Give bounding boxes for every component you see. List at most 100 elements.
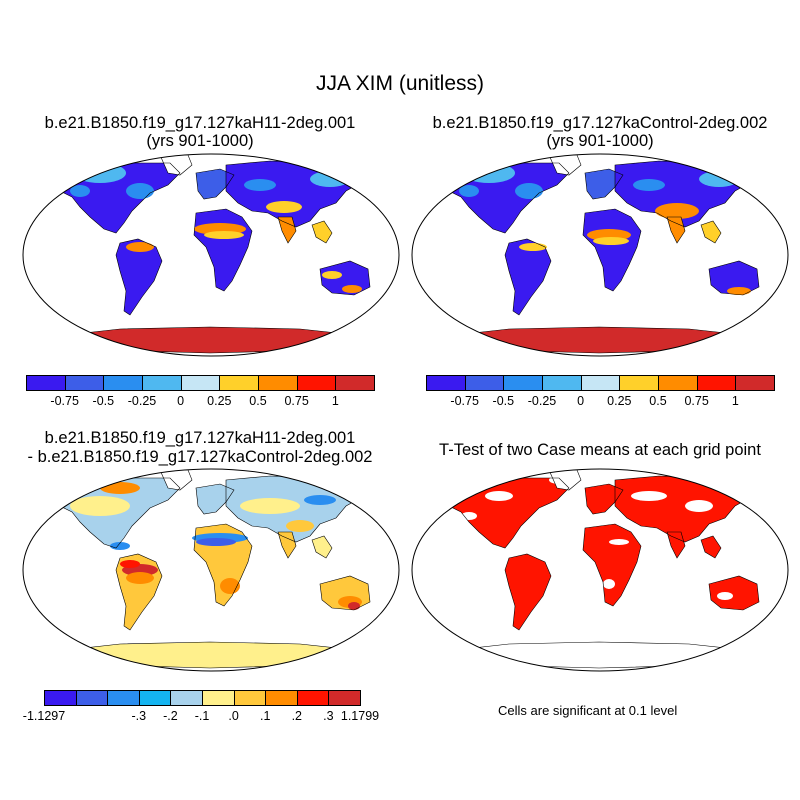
- field-patch: [593, 237, 629, 245]
- land-region: [505, 554, 551, 630]
- field-patch: [100, 482, 140, 494]
- land-region: [437, 327, 763, 353]
- colorbar-tick-label: 0.5: [649, 394, 667, 408]
- field-patch: [54, 480, 86, 492]
- land-region: [160, 155, 192, 175]
- field-patch: [240, 498, 300, 514]
- colorbar-tick-label: -0.75: [450, 394, 479, 408]
- coastline: [319, 260, 371, 296]
- panel3-colorbar: -1.1297 -.3 -.2 -.1 .0 .1 .2 .3 1.1799: [23, 690, 379, 730]
- colorbar-swatch: [328, 690, 361, 706]
- colorbar-swatch: [296, 690, 330, 706]
- colorbar-swatch: [542, 375, 582, 391]
- land-region: [667, 217, 685, 243]
- colorbar-tick-label: .1: [259, 709, 271, 723]
- colorbar-swatch: [258, 375, 298, 391]
- colorbar-swatch: [44, 690, 77, 706]
- coastline: [708, 575, 760, 611]
- coastline: [277, 531, 297, 559]
- panel3-title: b.e21.B1850.f19_g17.127kaH11-2deg.001: [44, 429, 356, 447]
- field-patch: [699, 171, 739, 187]
- field-patch: [126, 572, 154, 584]
- field-patch: [120, 560, 140, 568]
- land-region: [48, 642, 374, 668]
- land-region: [196, 484, 234, 514]
- panel2-map: [411, 153, 789, 357]
- field-patch: [70, 496, 130, 516]
- figure-title: JJA XIM (unitless): [315, 72, 485, 95]
- field-patch: [322, 271, 342, 279]
- colorbar-tick-label: 0.5: [249, 394, 267, 408]
- colorbar-tick-label: 1: [731, 394, 739, 408]
- field-patch: [70, 185, 90, 197]
- field-patch: [126, 183, 154, 199]
- map-frame: [411, 153, 789, 357]
- land-region: [583, 209, 641, 291]
- field-patch: [519, 243, 547, 251]
- field-patch: [110, 542, 130, 550]
- coastline: [582, 523, 642, 607]
- colorbar-tick-label: -0.25: [527, 394, 557, 408]
- colorbar-tick-label: 0: [577, 394, 585, 408]
- field-patch: [655, 203, 699, 219]
- panel4-title: T-Test of two Case means at each grid po…: [439, 441, 761, 459]
- coastline: [504, 238, 552, 316]
- land-region: [585, 169, 623, 199]
- panel2-title: b.e21.B1850.f19_g17.127kaControl-2deg.00…: [432, 114, 768, 132]
- coastline: [700, 535, 722, 559]
- colorbar-swatch: [75, 690, 109, 706]
- colorbar-tick-label: .0: [228, 709, 239, 723]
- colorbar-swatch: [265, 690, 298, 706]
- colorbar-swatch: [107, 690, 140, 706]
- colorbar-tick-label: 0: [177, 394, 185, 408]
- map-frame: [411, 468, 789, 672]
- colorbar-swatch: [138, 690, 172, 706]
- panel1-subtitle: (yrs 901-1000): [146, 132, 254, 150]
- field-patch: [310, 171, 350, 187]
- colorbar-tick-label: -0.5: [92, 394, 115, 408]
- field-patch: [609, 539, 629, 545]
- field-patch: [633, 179, 665, 191]
- field-patch: [126, 242, 154, 252]
- colorbar-tick-label: -0.25: [127, 394, 157, 408]
- coastline: [277, 216, 297, 244]
- field-patch: [304, 495, 336, 505]
- field-patch: [459, 185, 479, 197]
- colorbar-tick-label: 1.1799: [340, 709, 380, 723]
- field-patch: [266, 201, 302, 213]
- coastline: [311, 220, 333, 244]
- field-patch: [461, 512, 477, 520]
- colorbar-swatch: [202, 690, 235, 706]
- land-region: [439, 478, 569, 548]
- coastline: [193, 523, 253, 607]
- land-region: [278, 532, 296, 558]
- coastline: [195, 483, 235, 515]
- colorbar-tick-label: 0.75: [284, 394, 309, 408]
- colorbar-tick-label: 0.25: [207, 394, 232, 408]
- coastline: [504, 553, 552, 631]
- field-patch: [727, 287, 751, 295]
- field-patch: [196, 538, 236, 546]
- coastline: [193, 208, 253, 292]
- field-patch: [717, 592, 733, 600]
- panel3-map: [22, 468, 400, 672]
- colorbar-tick-label: -.2: [163, 709, 178, 723]
- colorbar-swatch: [335, 375, 375, 391]
- field-patch: [342, 285, 362, 293]
- coastline: [311, 535, 333, 559]
- colorbar-tick-label: -0.75: [50, 394, 79, 408]
- colorbar-tick-label: -.1: [194, 709, 210, 723]
- coastline: [584, 168, 624, 200]
- colorbar-swatch: [426, 375, 466, 391]
- map-frame: [22, 468, 400, 672]
- colorbar-swatch: [464, 375, 505, 391]
- field-patch: [286, 520, 314, 532]
- coastline: [115, 238, 163, 316]
- colorbar-swatch: [64, 375, 105, 391]
- land-region: [667, 532, 685, 558]
- field-patch: [348, 602, 360, 610]
- land-region: [278, 217, 296, 243]
- colorbar-swatch: [103, 375, 143, 391]
- land-region: [48, 327, 374, 353]
- colorbar-swatch: [619, 375, 659, 391]
